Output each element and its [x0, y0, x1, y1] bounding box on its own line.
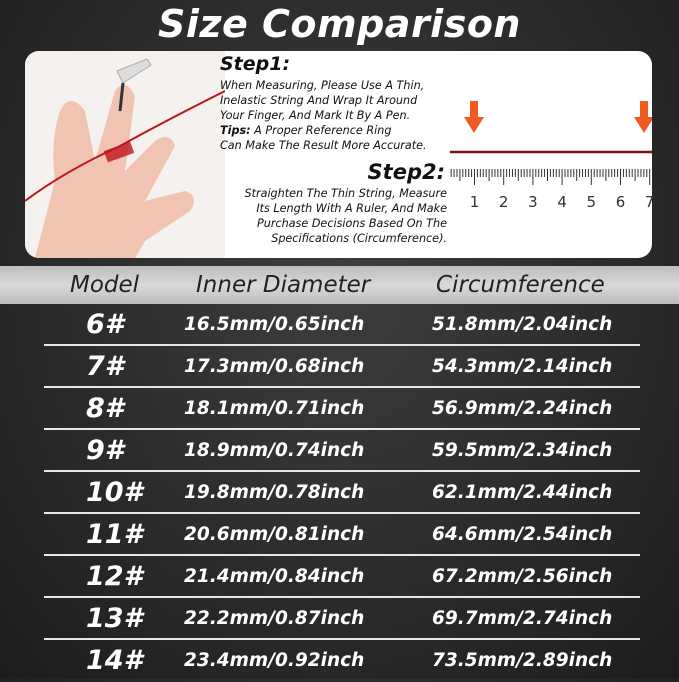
model-cell: 14#: [86, 645, 143, 676]
table-row: 8# 18.1mm/0.71inch 56.9mm/2.24inch: [44, 388, 640, 430]
step2-line: Purchase Decisions Based On The: [257, 217, 447, 230]
model-cell: 7#: [86, 351, 124, 382]
inner-diameter-cell: 22.2mm/0.87inch: [184, 608, 365, 629]
circumference-cell: 73.5mm/2.89inch: [432, 650, 613, 671]
header-circumference: Circumference: [436, 272, 605, 298]
step1-text: When Measuring, Please Use A Thin, Inela…: [220, 78, 427, 153]
circumference-cell: 54.3mm/2.14inch: [432, 356, 613, 377]
table-row: 14# 23.4mm/0.92inch 73.5mm/2.89inch: [44, 640, 640, 682]
circumference-cell: 51.8mm/2.04inch: [432, 314, 613, 335]
instruction-card: Step1: When Measuring, Please Use A Thin…: [25, 51, 652, 258]
model-cell: 12#: [86, 561, 143, 592]
model-cell: 9#: [86, 435, 124, 466]
arrow-down-icon: [464, 101, 484, 133]
inner-diameter-cell: 21.4mm/0.84inch: [184, 566, 365, 587]
table-row: 11# 20.6mm/0.81inch 64.6mm/2.54inch: [44, 514, 640, 556]
circumference-cell: 67.2mm/2.56inch: [432, 566, 613, 587]
inner-diameter-cell: 16.5mm/0.65inch: [184, 314, 365, 335]
table-row: 12# 21.4mm/0.84inch 67.2mm/2.56inch: [44, 556, 640, 598]
inner-diameter-cell: 23.4mm/0.92inch: [184, 650, 365, 671]
step1-line: When Measuring, Please Use A Thin,: [220, 79, 425, 92]
ruler-numbers: 1 2 3 4 5 6 7: [470, 193, 652, 211]
circumference-cell: 62.1mm/2.44inch: [432, 482, 613, 503]
table-header: Model Inner Diameter Circumference: [0, 266, 679, 304]
table-row: 7# 17.3mm/0.68inch 54.3mm/2.14inch: [44, 346, 640, 388]
circumference-cell: 64.6mm/2.54inch: [432, 524, 613, 545]
ruler-ticks: [450, 169, 651, 185]
tips-label: Tips:: [220, 124, 251, 137]
step2-heading: Step2:: [367, 160, 445, 184]
step1-line: Your Finger, And Mark It By A Pen.: [220, 109, 411, 122]
inner-diameter-cell: 17.3mm/0.68inch: [184, 356, 365, 377]
model-cell: 8#: [86, 393, 124, 424]
step1-line: Inelastic String And Wrap It Around: [220, 94, 418, 107]
table-row: 13# 22.2mm/0.87inch 69.7mm/2.74inch: [44, 598, 640, 640]
model-cell: 13#: [86, 603, 143, 634]
circumference-cell: 56.9mm/2.24inch: [432, 398, 613, 419]
inner-diameter-cell: 18.1mm/0.71inch: [184, 398, 365, 419]
header-inner-diameter: Inner Diameter: [196, 272, 371, 298]
model-cell: 11#: [86, 519, 143, 550]
step2-text: Straighten The Thin String, Measure Its …: [245, 186, 448, 246]
tips-line: Can Make The Result More Accurate.: [220, 139, 427, 152]
ruler-number: 6: [616, 193, 626, 211]
ruler-number: 3: [528, 193, 538, 211]
circumference-cell: 69.7mm/2.74inch: [432, 608, 613, 629]
hand-measuring-illustration: [25, 51, 225, 258]
tips-line: A Proper Reference Ring: [254, 124, 392, 137]
table-row: 9# 18.9mm/0.74inch 59.5mm/2.34inch: [44, 430, 640, 472]
inner-diameter-cell: 20.6mm/0.81inch: [184, 524, 365, 545]
ruler-illustration: 1 2 3 4 5 6 7: [450, 101, 652, 211]
circumference-cell: 59.5mm/2.34inch: [432, 440, 613, 461]
ruler-number: 2: [499, 193, 509, 211]
model-cell: 6#: [86, 309, 124, 340]
ruler-number: 1: [470, 193, 480, 211]
header-model: Model: [70, 272, 140, 298]
step2-line: Specifications (Circumference).: [271, 232, 447, 245]
ruler-number: 7: [645, 193, 652, 211]
ruler-number: 5: [587, 193, 597, 211]
inner-diameter-cell: 19.8mm/0.78inch: [184, 482, 365, 503]
page-title: Size Comparison: [158, 2, 521, 46]
table-row: 6# 16.5mm/0.65inch 51.8mm/2.04inch: [44, 304, 640, 346]
arrow-down-icon: [634, 101, 652, 133]
step2-line: Its Length With A Ruler, And Make: [256, 202, 447, 215]
ruler-number: 4: [557, 193, 567, 211]
inner-diameter-cell: 18.9mm/0.74inch: [184, 440, 365, 461]
model-cell: 10#: [86, 477, 143, 508]
table-row: 10# 19.8mm/0.78inch 62.1mm/2.44inch: [44, 472, 640, 514]
step1-heading: Step1:: [220, 53, 291, 75]
step2-line: Straighten The Thin String, Measure: [244, 187, 448, 200]
